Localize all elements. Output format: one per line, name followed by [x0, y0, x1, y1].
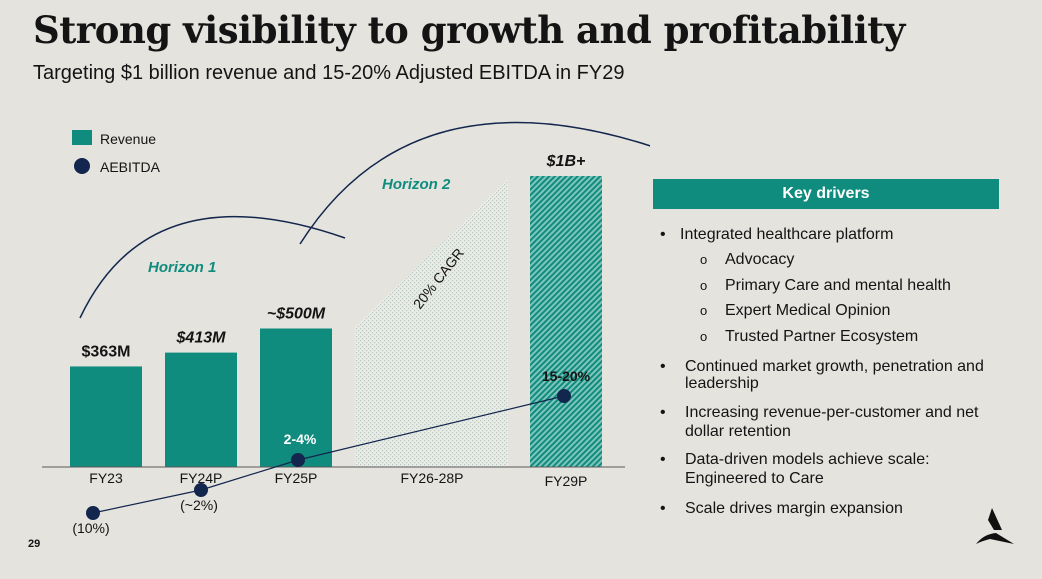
- aebitda-label-fy25p: 2-4%: [284, 431, 317, 447]
- sub-bullet-icon: o: [700, 252, 708, 267]
- revenue-bar-fy29p: [530, 176, 602, 467]
- revenue-bar-fy24p: [165, 352, 237, 467]
- horizon-2-arc: [299, 121, 650, 245]
- revenue-label-fy29p: $1B+: [546, 153, 586, 170]
- sub-bullet-icon: o: [700, 328, 708, 344]
- cagr-growth-wedge: [355, 179, 508, 467]
- sub-bullet-icon: o: [700, 303, 708, 318]
- category-label-fy29p: FY29P: [545, 473, 588, 489]
- driver-sub-text: Expert Medical Opinion: [725, 302, 891, 319]
- aebitda-label-fy23: (10%): [72, 520, 109, 536]
- page-subtitle: Targeting $1 billion revenue and 15-20% …: [33, 62, 625, 84]
- bullet-icon: •: [660, 226, 666, 243]
- aebitda-point-fy23: [86, 506, 100, 520]
- driver-item: • Continued market growth, penetration a…: [660, 358, 985, 392]
- legend-revenue-swatch: [72, 130, 92, 145]
- driver-item: • Integrated healthcare platform: [660, 226, 1000, 244]
- page-number: 29: [28, 538, 41, 550]
- driver-text: Scale drives margin expansion: [685, 500, 903, 517]
- aebitda-point-fy25p: [291, 453, 305, 467]
- revenue-bar-fy25p: [260, 328, 332, 467]
- driver-text: Integrated healthcare platform: [680, 226, 894, 243]
- horizon-2-label: Horizon 2: [382, 176, 451, 193]
- key-drivers-header: Key drivers: [653, 179, 999, 209]
- page-title: Strong visibility to growth and profitab…: [33, 8, 905, 52]
- driver-sub-item: o Trusted Partner Ecosystem: [660, 327, 1000, 353]
- driver-sub-item: o Primary Care and mental health: [660, 276, 1000, 302]
- aebitda-label-fy24p: (~2%): [180, 497, 218, 513]
- legend-aebitda-label: AEBITDA: [100, 159, 161, 175]
- driver-item: • Scale drives margin expansion: [660, 499, 985, 518]
- category-label-fy25p: FY25P: [275, 470, 318, 486]
- bullet-icon: •: [660, 358, 666, 375]
- category-label-fy24p: FY24P: [180, 470, 223, 486]
- driver-item: • Increasing revenue-per-customer and ne…: [660, 403, 985, 441]
- bullet-icon: •: [660, 404, 666, 421]
- revenue-bar-fy23: [70, 366, 142, 467]
- driver-sub-text: Advocacy: [725, 251, 795, 268]
- growth-chart: Revenue AEBITDA Horizon 1 Horizon 2 20% …: [42, 121, 650, 536]
- company-logo-icon: [976, 508, 1014, 544]
- horizon-1-arc: [79, 215, 346, 319]
- bullet-icon: •: [660, 451, 666, 468]
- aebitda-point-fy29p: [557, 389, 571, 403]
- driver-item: • Data-driven models achieve scale: Engi…: [660, 450, 975, 488]
- driver-text: Continued market growth, penetration and…: [685, 358, 984, 392]
- aebitda-label-fy29p: 15-20%: [542, 368, 591, 384]
- revenue-label-fy24p: $413M: [176, 330, 227, 347]
- revenue-label-fy23: $363M: [82, 343, 131, 360]
- revenue-label-fy25p: ~$500M: [267, 306, 326, 323]
- driver-sub-text: Trusted Partner Ecosystem: [725, 327, 919, 345]
- legend-aebitda-marker: [74, 158, 90, 174]
- aebitda-line: [92, 395, 565, 514]
- driver-sub-item: o Advocacy: [660, 250, 1000, 276]
- aebitda-point-fy24p: [194, 483, 208, 497]
- category-label-fy26-28p: FY26-28P: [400, 470, 463, 486]
- key-drivers-list: • Integrated healthcare platform o Advoc…: [660, 226, 1000, 518]
- driver-sub-item: o Expert Medical Opinion: [660, 301, 1000, 327]
- driver-text: Data-driven models achieve scale: Engine…: [685, 451, 930, 487]
- bullet-icon: •: [660, 500, 666, 517]
- sub-bullet-icon: o: [700, 277, 708, 293]
- category-label-fy23: FY23: [89, 470, 123, 486]
- horizon-1-label: Horizon 1: [148, 259, 216, 276]
- driver-text: Increasing revenue-per-customer and net …: [685, 404, 979, 440]
- legend-revenue-label: Revenue: [100, 131, 156, 147]
- driver-sub-text: Primary Care and mental health: [725, 276, 951, 294]
